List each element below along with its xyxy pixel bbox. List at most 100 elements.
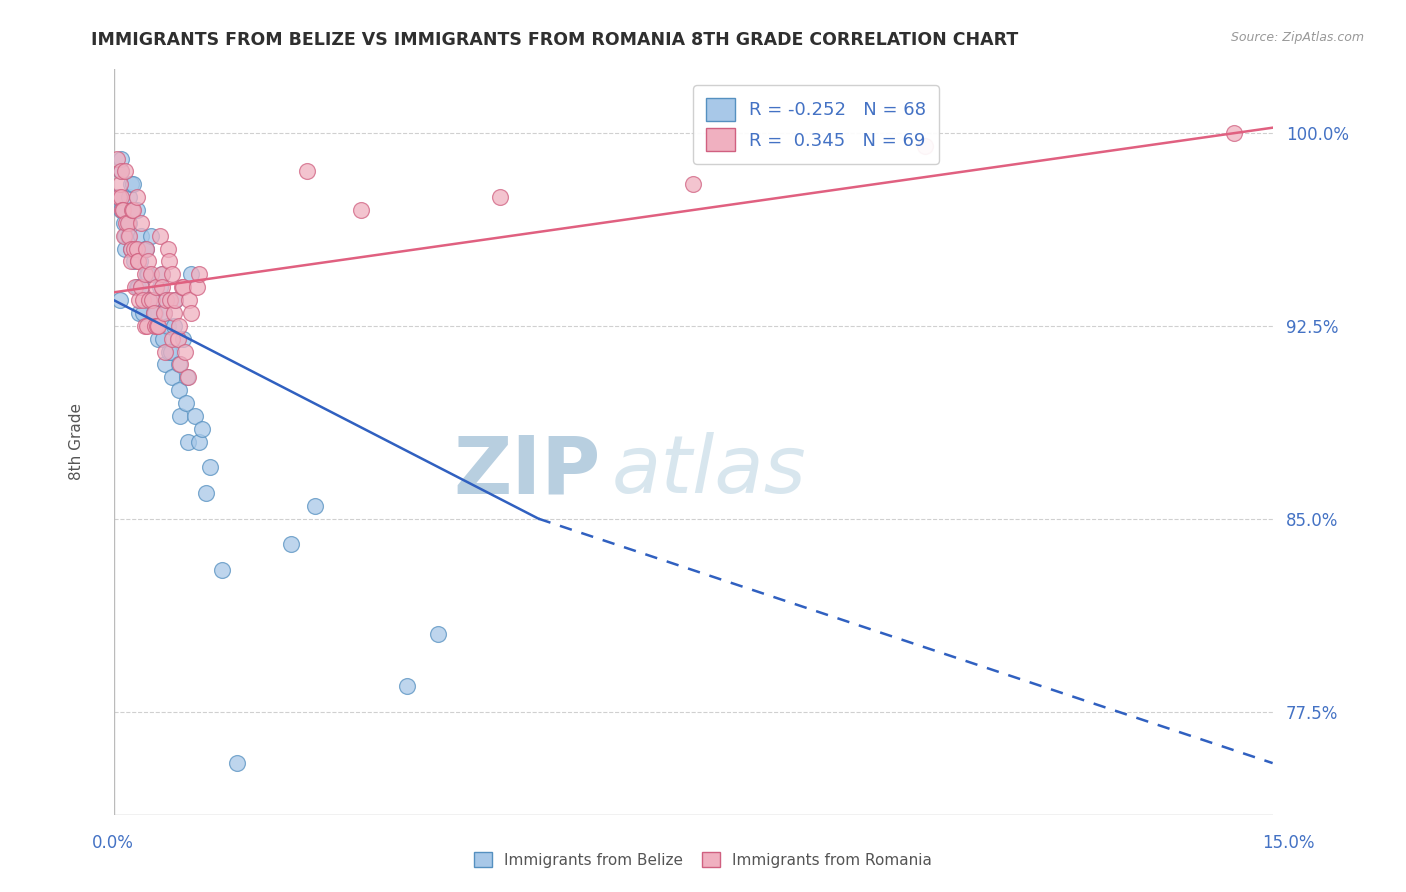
Point [159, 344, 181, 359]
Point [489, 190, 512, 204]
Point [184, 409, 207, 423]
Point [135, 242, 157, 256]
Point [226, 756, 249, 771]
Point [117, 228, 139, 243]
Point [155, 293, 177, 307]
Point [120, 254, 142, 268]
Point [153, 306, 176, 320]
Point [180, 268, 202, 282]
Point [148, 318, 170, 333]
Point [149, 228, 172, 243]
Point [152, 332, 174, 346]
Point [187, 268, 209, 282]
Point [142, 306, 165, 320]
Point [174, 396, 197, 410]
Point [149, 280, 172, 294]
Point [112, 228, 135, 243]
Point [135, 318, 157, 333]
Point [127, 254, 149, 268]
Point [107, 152, 129, 166]
Point [117, 216, 139, 230]
Point [156, 242, 179, 256]
Point [153, 357, 176, 371]
Point [122, 202, 145, 217]
Point [141, 293, 163, 307]
Point [157, 344, 180, 359]
Point [138, 293, 160, 307]
Point [122, 254, 145, 268]
Point [180, 306, 202, 320]
Point [141, 293, 163, 307]
Point [124, 242, 146, 256]
Point [177, 434, 200, 449]
Point [125, 190, 148, 204]
Point [186, 280, 208, 294]
Point [280, 537, 302, 551]
Point [128, 254, 150, 268]
Point [179, 293, 201, 307]
Point [128, 293, 150, 307]
Point [112, 216, 135, 230]
Point [304, 499, 326, 513]
Point [174, 344, 197, 359]
Point [120, 242, 142, 256]
Point [150, 268, 173, 282]
Point [198, 460, 221, 475]
Point [191, 422, 214, 436]
Point [169, 357, 191, 371]
Point [156, 318, 179, 333]
Point [153, 306, 176, 320]
Point [142, 306, 165, 320]
Point [131, 280, 153, 294]
Point [350, 202, 373, 217]
Point [131, 280, 153, 294]
Text: ZIP: ZIP [453, 433, 600, 510]
Point [157, 254, 180, 268]
Point [159, 293, 181, 307]
Point [187, 434, 209, 449]
Point [162, 332, 184, 346]
Point [134, 318, 156, 333]
Point [166, 332, 188, 346]
Point [108, 293, 131, 307]
Point [176, 370, 198, 384]
Point [134, 268, 156, 282]
Point [129, 228, 152, 243]
Text: atlas: atlas [612, 433, 807, 510]
Point [120, 242, 142, 256]
Point [143, 318, 166, 333]
Point [110, 152, 132, 166]
Point [111, 202, 134, 217]
Point [165, 293, 187, 307]
Point [121, 202, 143, 217]
Point [118, 228, 141, 243]
Text: 8th Grade: 8th Grade [69, 403, 84, 480]
Point [108, 178, 131, 192]
Point [211, 563, 233, 577]
Point [132, 293, 155, 307]
Point [170, 280, 193, 294]
Point [135, 268, 157, 282]
Point [128, 306, 150, 320]
Point [118, 216, 141, 230]
Point [114, 228, 136, 243]
Point [914, 138, 936, 153]
Point [145, 280, 167, 294]
Point [172, 280, 194, 294]
Point [110, 164, 132, 178]
Point [153, 344, 176, 359]
Point [122, 242, 145, 256]
Text: 15.0%: 15.0% [1263, 834, 1315, 852]
Point [165, 293, 187, 307]
Point [138, 293, 160, 307]
Point [134, 242, 156, 256]
Point [169, 409, 191, 423]
Point [1223, 126, 1246, 140]
Point [162, 370, 184, 384]
Point [160, 268, 183, 282]
Point [148, 332, 170, 346]
Point [150, 268, 173, 282]
Point [124, 280, 146, 294]
Point [396, 679, 419, 693]
Point [108, 190, 131, 204]
